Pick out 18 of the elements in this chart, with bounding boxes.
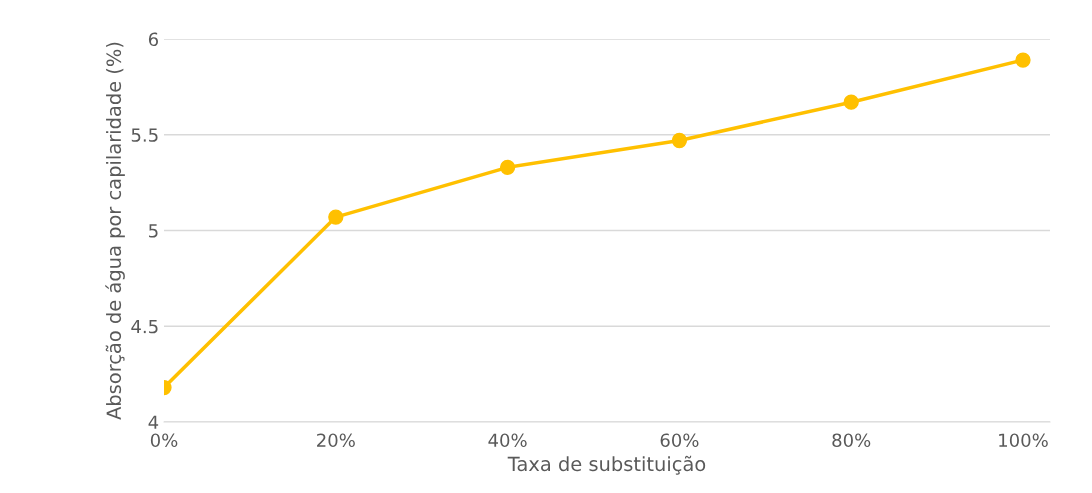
y-tick-label: 5.5	[131, 128, 158, 142]
x-tick-label: 20%	[317, 433, 355, 448]
y-tick-label: 5	[149, 224, 158, 238]
point	[671, 132, 688, 149]
y-tick-label: 4.5	[131, 319, 158, 334]
point	[328, 209, 344, 225]
y-tick-label: 4	[148, 415, 159, 429]
point	[1015, 52, 1031, 68]
x-tick-label: 100%	[999, 433, 1048, 448]
x-tick-label: 40%	[488, 433, 527, 448]
y-axis-title: Absorção de água por capilaridade (%)	[105, 42, 125, 420]
point	[843, 94, 859, 110]
point	[499, 159, 516, 175]
x-axis-title: Taxa de substituição	[507, 455, 706, 475]
x-tick-label: 80%	[832, 433, 871, 448]
x-tick-label: 0%	[150, 433, 178, 448]
y-tick-label: 6	[148, 32, 158, 47]
x-tick-label: 60%	[660, 433, 699, 448]
